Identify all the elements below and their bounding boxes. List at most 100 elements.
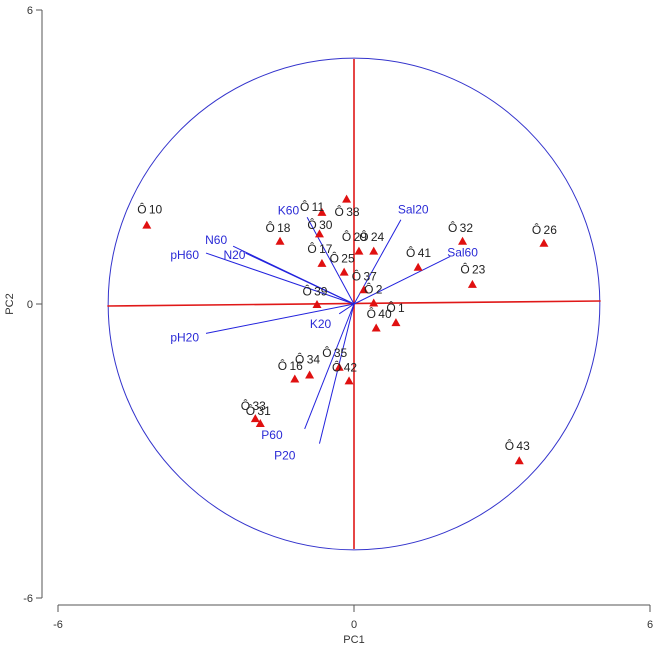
sample-point-40: Ô 40 (367, 306, 392, 321)
point-marker: Ô (322, 345, 331, 360)
x-tick-label-left: -6 (53, 619, 63, 631)
sample-point-42: Ô 42 (332, 360, 357, 375)
point-label: 29 (354, 230, 368, 244)
sample-point-11: Ô 11 (300, 199, 324, 214)
y-axis-title: PC2 (4, 293, 16, 314)
point-label: 42 (344, 361, 358, 375)
sample-point-38: Ô 38 (335, 204, 360, 219)
point-marker: Ô (342, 229, 351, 244)
vector-label-ph20: pH20 (170, 330, 199, 344)
point-marker: Ô (386, 300, 395, 315)
x-tick-label-right: 6 (647, 619, 653, 631)
triangle-marker (250, 414, 260, 423)
sample-point-30: Ô 30 (307, 217, 332, 232)
point-marker: Ô (246, 403, 255, 418)
vector-ph20 (205, 303, 355, 334)
y-tick-label-top: 6 (27, 5, 33, 17)
triangle-marker (275, 236, 285, 245)
point-label: 32 (460, 221, 474, 235)
triangle-marker (467, 279, 477, 288)
point-marker: Ô (335, 204, 344, 219)
point-marker: Ô (460, 262, 469, 277)
x-axis-title: PC1 (343, 634, 364, 646)
point-marker: Ô (295, 351, 304, 366)
point-marker: Ô (505, 438, 514, 453)
sample-point-17: Ô 17 (307, 241, 332, 256)
triangle-marker (458, 236, 468, 245)
triangle-marker (312, 299, 322, 308)
vector-p20 (318, 303, 355, 444)
sample-point-10: Ô 10 (137, 201, 162, 216)
triangle-marker (342, 194, 352, 203)
point-marker: Ô (137, 201, 146, 216)
vector-label-p20: P20 (274, 449, 296, 463)
point-marker: Ô (330, 250, 339, 265)
point-label: 11 (312, 200, 325, 214)
point-label: 43 (516, 439, 530, 453)
point-label: 26 (544, 223, 558, 237)
point-marker: Ô (406, 245, 415, 260)
vector-label-sal60: Sal60 (447, 245, 478, 259)
vector-k60 (306, 217, 355, 305)
vector-sal60 (353, 256, 451, 305)
sample-point-32: Ô 32 (448, 220, 473, 235)
point-marker: Ô (302, 283, 311, 298)
point-label: 23 (472, 263, 486, 277)
vector-label-sal20: Sal20 (398, 203, 429, 217)
vector-label-k20: K20 (310, 317, 332, 331)
sample-point-41: Ô 41 (406, 245, 431, 260)
sample-point-23: Ô 23 (460, 262, 485, 277)
point-label: 25 (341, 251, 355, 265)
point-label: 39 (314, 284, 328, 298)
point-label: 30 (319, 218, 333, 232)
sample-point-34: Ô 34 (295, 351, 320, 366)
point-marker: Ô (241, 398, 250, 413)
triangle-marker (369, 298, 379, 307)
triangle-marker (344, 376, 354, 385)
sample-labels: Ô 10 Ô 11Ô 18 Ô 30Ô 38Ô 29Ô 24Ô 17Ô 25Ô 32 Ô 26Ô 41Ô 23Ô… (137, 199, 557, 453)
point-label: 35 (334, 346, 348, 360)
sample-point-29: Ô 29 (342, 229, 367, 244)
point-label: 38 (346, 205, 360, 219)
point-marker: Ô (332, 360, 341, 375)
point-label: 1 (398, 301, 405, 315)
sample-point-37: Ô 37 (352, 269, 377, 284)
point-label: 24 (371, 230, 385, 244)
point-marker: Ô (307, 217, 316, 232)
point-marker: Ô (367, 306, 376, 321)
point-marker: Ô (364, 281, 373, 296)
vector-label-n20: N20 (223, 248, 245, 262)
triangle-marker (514, 456, 524, 465)
triangle-marker (371, 323, 381, 332)
vector-label-n60: N60 (205, 233, 227, 247)
triangle-marker (539, 238, 549, 247)
triangle-marker (359, 285, 369, 294)
point-label: 31 (257, 404, 271, 418)
vector-label-ph60: pH60 (170, 248, 199, 262)
point-label: 34 (307, 352, 321, 366)
point-marker: Ô (448, 220, 457, 235)
triangle-marker (305, 370, 315, 379)
triangle-marker (413, 262, 423, 271)
triangle-marker (317, 207, 327, 216)
point-label: 2 (376, 282, 383, 296)
point-marker: Ô (265, 220, 274, 235)
sample-point-16: Ô 16 (278, 358, 303, 373)
point-label: 18 (277, 221, 291, 235)
vector-ph60 (205, 252, 355, 305)
triangle-marker (142, 220, 152, 229)
triangle-marker (317, 258, 327, 267)
y-tick-label-bottom: -6 (23, 593, 33, 605)
point-label: 41 (418, 246, 432, 260)
sample-point-24: Ô 24 (359, 229, 384, 244)
triangle-marker (290, 374, 300, 383)
point-label: 37 (363, 270, 377, 284)
sample-point-43: Ô 43 (505, 438, 530, 453)
triangle-marker (369, 246, 379, 255)
triangle-marker (339, 267, 349, 276)
triangle-marker (314, 229, 324, 238)
point-label: 40 (378, 307, 392, 321)
vector-n20 (245, 252, 355, 305)
sample-point-26: Ô 26 (532, 222, 557, 237)
